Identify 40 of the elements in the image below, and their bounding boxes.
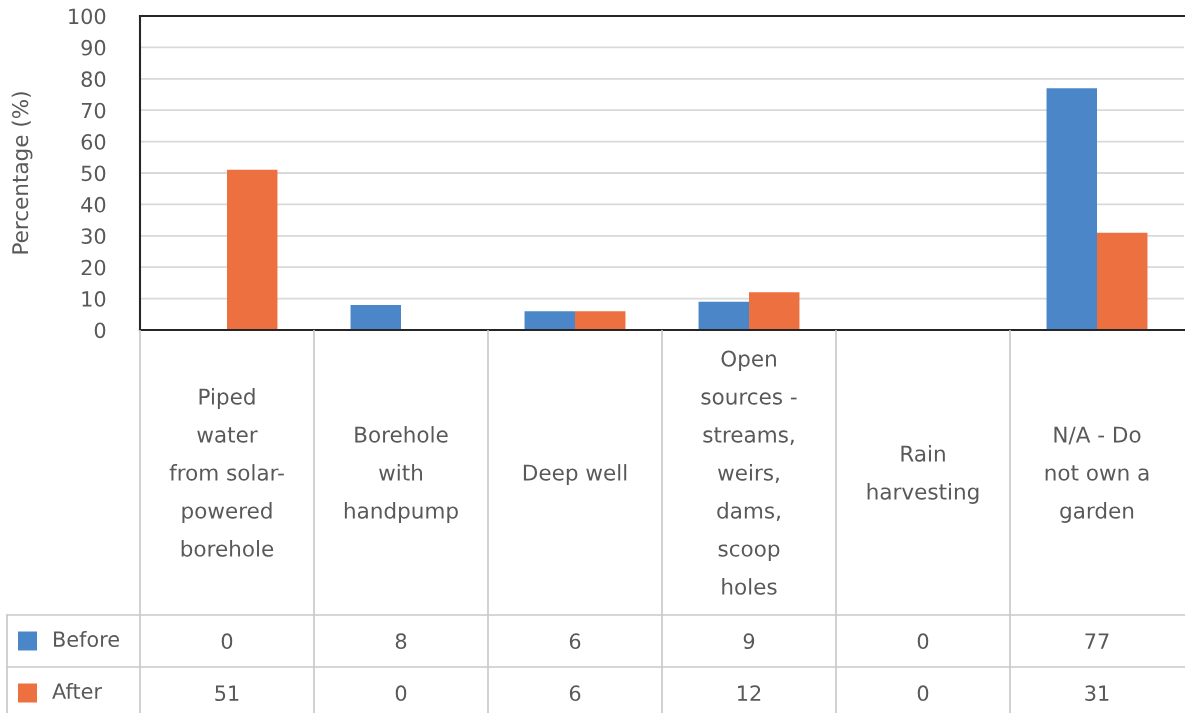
data-label: 0 [917,633,929,650]
y-axis-title: Percentage (%) [11,92,33,254]
bar [1097,232,1148,330]
bar [698,301,749,330]
y-tick-label: 10 [82,291,106,307]
data-label: 6 [569,633,581,650]
data-label: 0 [221,633,233,650]
x-tick-label: N/A - Do not own a garden [1045,426,1149,523]
data-label: 8 [395,633,407,650]
bar [227,169,278,330]
y-tick-label: 0 [94,322,106,339]
bar [575,311,626,330]
bar [524,311,575,330]
x-tick-label: Rain harvesting [867,445,979,504]
bar [1046,88,1097,330]
y-tick-label: 20 [81,259,106,276]
legend-label: After [52,682,103,700]
x-tick-label: Piped water from solar-powered borehole [169,388,284,557]
y-tick-label: 90 [81,39,106,56]
y-tick-label: 100 [69,8,106,25]
data-label: 31 [1085,685,1109,702]
y-tick-label: 80 [81,71,106,88]
x-tick-label: Deep well [523,464,627,485]
y-tick-label: 40 [81,196,106,213]
data-label: 51 [215,685,239,702]
data-label: 0 [395,685,407,702]
bar [749,292,800,330]
legend-label: Before [54,630,119,648]
data-label: 6 [569,685,581,702]
data-label: 0 [917,685,929,702]
y-tick-label: 70 [81,102,106,119]
data-label: 77 [1085,633,1109,649]
bar [350,304,401,330]
y-tick-label: 30 [81,228,106,245]
data-label: 9 [743,633,755,650]
y-tick-label: 50 [81,165,106,182]
x-tick-label: Borehole with handpump [344,426,458,523]
y-tick-label: 60 [81,134,106,150]
x-tick-label: Open sources - streams, weirs, dams, scoop holes [701,350,797,595]
data-label: 12 [738,685,761,701]
